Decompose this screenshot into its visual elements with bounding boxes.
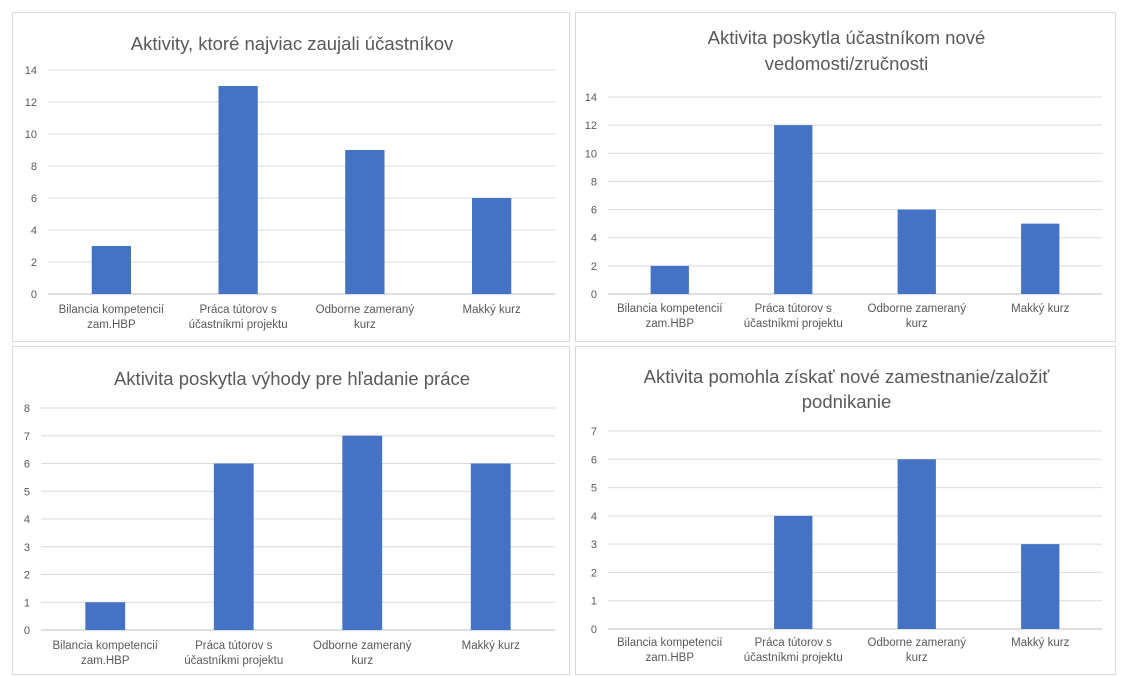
bar xyxy=(774,515,813,629)
chart-svg-job-search: Aktivita poskytla výhody pre hľadanie pr… xyxy=(24,368,555,667)
x-tick-label: Práca tútorov s účastníkmi projektu xyxy=(744,637,843,664)
y-tick-label: 5 xyxy=(591,483,597,495)
y-tick-label: 8 xyxy=(31,161,37,173)
y-tick-label: 7 xyxy=(591,426,597,438)
chart-panel-job-search: Aktivita poskytla výhody pre hľadanie pr… xyxy=(12,346,570,675)
x-tick-label: Práca tútorov s účastníkmi projektu xyxy=(184,640,283,667)
y-tick-label: 1 xyxy=(24,597,30,609)
bar xyxy=(345,150,385,294)
x-tick-label: Odborne zameraný kurz xyxy=(313,640,412,667)
y-tick-label: 7 xyxy=(24,431,30,443)
x-tick-label: Makký kurz xyxy=(463,304,521,316)
y-tick-label: 2 xyxy=(591,567,597,579)
x-tick-label: Makký kurz xyxy=(1011,303,1069,315)
chart-svg-new-knowledge: Aktivita poskytla účastníkom nové vedomos… xyxy=(585,27,1102,330)
bar xyxy=(91,246,132,294)
y-tick-label: 0 xyxy=(24,625,30,637)
y-tick-label: 4 xyxy=(24,514,30,526)
bar xyxy=(774,125,813,295)
y-tick-label: 1 xyxy=(591,596,597,608)
chart-title: Aktivity, ktoré najviac zaujali účastník… xyxy=(131,33,454,54)
y-tick-label: 0 xyxy=(31,289,37,301)
x-tick-label: Bilancia kompetencií zam.HBP xyxy=(59,304,165,331)
bar xyxy=(85,602,126,630)
y-tick-label: 6 xyxy=(24,459,30,471)
chart-svg-interest: Aktivity, ktoré najviac zaujali účastník… xyxy=(25,33,555,331)
y-tick-label: 8 xyxy=(591,176,597,188)
y-tick-label: 4 xyxy=(591,511,597,523)
y-tick-label: 4 xyxy=(31,225,37,237)
y-tick-label: 14 xyxy=(25,65,37,77)
y-tick-label: 2 xyxy=(31,257,37,269)
y-tick-label: 0 xyxy=(591,289,597,301)
y-tick-label: 0 xyxy=(591,624,597,636)
x-tick-label: Bilancia kompetencií zam.HBP xyxy=(617,637,723,664)
chart-title: Aktivita poskytla výhody pre hľadanie pr… xyxy=(114,368,470,389)
x-tick-label: Bilancia kompetencií zam.HBP xyxy=(53,640,159,667)
bar xyxy=(897,209,936,294)
y-tick-label: 4 xyxy=(591,233,597,245)
x-tick-label: Makký kurz xyxy=(1011,637,1069,649)
bar xyxy=(897,459,936,629)
bar xyxy=(1021,544,1060,629)
bar xyxy=(218,86,258,294)
chart-title-line-2: vedomosti/zručnosti xyxy=(765,53,928,74)
bar xyxy=(342,435,383,630)
x-tick-label: Odborne zameraný kurz xyxy=(868,303,967,330)
y-tick-label: 3 xyxy=(591,539,597,551)
bar xyxy=(470,463,511,630)
y-tick-label: 6 xyxy=(31,193,37,205)
bar xyxy=(213,463,254,630)
y-tick-label: 6 xyxy=(591,454,597,466)
chart-panel-new-job: Aktivita pomohla získať nové zamestnanie… xyxy=(575,346,1116,675)
x-tick-label: Odborne zameraný kurz xyxy=(868,637,967,664)
chart-panel-new-knowledge: Aktivita poskytla účastníkom nové vedomos… xyxy=(575,12,1116,342)
y-tick-label: 14 xyxy=(585,92,597,104)
chart-title-line-1: Aktivita poskytla účastníkom nové xyxy=(708,27,986,48)
y-tick-label: 3 xyxy=(24,542,30,554)
bar xyxy=(1021,223,1060,294)
chart-panel-interest: Aktivity, ktoré najviac zaujali účastník… xyxy=(12,12,570,342)
x-tick-label: Bilancia kompetencií zam.HBP xyxy=(617,303,723,330)
bar xyxy=(650,265,689,294)
y-tick-label: 12 xyxy=(585,120,597,132)
y-tick-label: 10 xyxy=(25,129,37,141)
x-tick-label: Odborne zameraný kurz xyxy=(316,304,415,331)
x-tick-label: Práca tútorov s účastníkmi projektu xyxy=(744,303,843,330)
y-tick-label: 2 xyxy=(24,570,30,582)
chart-title-line-2: podnikanie xyxy=(802,391,892,412)
y-tick-label: 12 xyxy=(25,97,37,109)
y-tick-label: 5 xyxy=(24,486,30,498)
x-tick-label: Makký kurz xyxy=(462,640,520,652)
chart-svg-new-job: Aktivita pomohla získať nové zamestnanie… xyxy=(591,366,1102,664)
y-tick-label: 2 xyxy=(591,261,597,273)
bar xyxy=(471,198,512,294)
chart-title-line-1: Aktivita pomohla získať nové zamestnanie… xyxy=(644,366,1051,387)
y-tick-label: 6 xyxy=(591,205,597,217)
y-tick-label: 8 xyxy=(24,403,30,415)
y-tick-label: 10 xyxy=(585,148,597,160)
x-tick-label: Práca tútorov s účastníkmi projektu xyxy=(189,304,288,331)
